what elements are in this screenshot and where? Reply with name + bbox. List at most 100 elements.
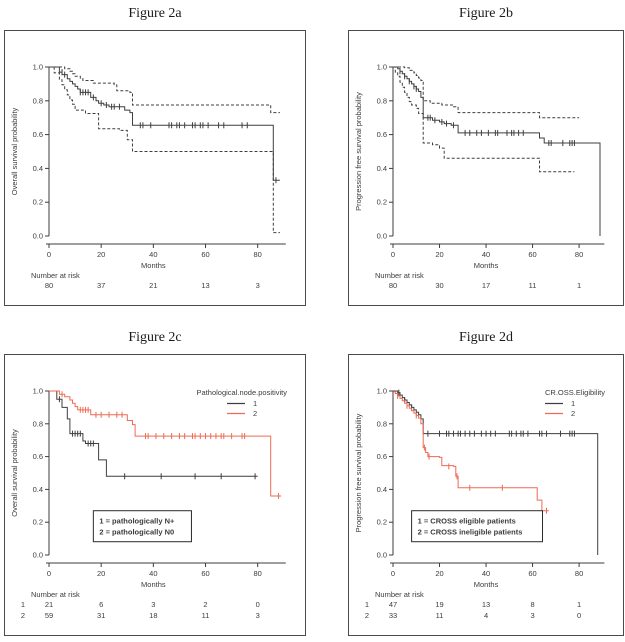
svg-text:0: 0 [47, 250, 51, 259]
risk-value: 2 [203, 600, 207, 609]
series-group-1-pathologically-n-positive [49, 390, 258, 480]
svg-text:1.0: 1.0 [377, 387, 387, 396]
risk-value: 11 [436, 611, 444, 620]
panel-figure-2d: Figure 2d 0.0 0.2 0.4 0.6 0.8 1.0 Progression … [348, 328, 624, 636]
svg-text:80: 80 [254, 250, 262, 259]
svg-text:20: 20 [435, 569, 443, 578]
y-axis: 0.0 0.2 0.4 0.6 0.8 1.0 [33, 63, 50, 241]
svg-text:0.8: 0.8 [33, 419, 43, 428]
legend-item-label: 1 [571, 399, 575, 408]
svg-text:0.4: 0.4 [377, 164, 387, 173]
svg-text:40: 40 [482, 250, 490, 259]
risk-value: 37 [97, 281, 105, 290]
legend-item-label: 1 [253, 399, 257, 408]
svg-text:0.6: 0.6 [33, 130, 43, 139]
panel-title-2b: Figure 2b [458, 6, 514, 21]
risk-table-label: Number at risk [31, 271, 80, 280]
x-axis-label: Months [474, 261, 499, 270]
risk-table-label: Number at risk [375, 271, 424, 280]
y-axis: 0.0 0.2 0.4 0.6 0.8 1.0 [377, 387, 394, 560]
svg-text:80: 80 [575, 250, 583, 259]
risk-value: 80 [389, 281, 397, 290]
risk-value: 11 [529, 281, 537, 290]
legend-title: Pathological.node.positivity [197, 388, 288, 397]
series-survival-estimate [393, 66, 601, 236]
legend: Pathological.node.positivity 12 [197, 388, 288, 418]
x-axis: 0 20 40 60 80 Months [390, 562, 605, 589]
svg-text:0.8: 0.8 [377, 419, 387, 428]
series-group-1-cross-eligible [393, 389, 599, 555]
panel-figure-2a: Figure 2a 0.0 0.2 0.4 0.6 0.8 1.0 Overall surv… [4, 4, 306, 306]
svg-text:1.0: 1.0 [377, 63, 387, 72]
svg-text:60: 60 [201, 250, 209, 259]
legend-title: CR.OSS.Eligibility [545, 388, 605, 397]
risk-value: 33 [389, 611, 397, 620]
risk-value: 0 [256, 600, 260, 609]
y-axis-label: Progression free survival probability [354, 413, 363, 532]
svg-text:0.4: 0.4 [377, 485, 387, 494]
risk-row-group: 1 [21, 600, 25, 609]
km-chart-2b: 0.0 0.2 0.4 0.6 0.8 1.0 Progression free survi… [354, 63, 605, 290]
risk-value: 3 [530, 611, 534, 620]
risk-value: 3 [256, 611, 260, 620]
x-axis-label: Months [141, 580, 166, 589]
svg-text:40: 40 [149, 569, 157, 578]
series-group-2-cross-ineligible [393, 391, 549, 514]
risk-value: 17 [482, 281, 490, 290]
svg-text:0.4: 0.4 [33, 164, 43, 173]
risk-table-label: Number at risk [31, 590, 80, 599]
y-axis: 0.0 0.2 0.4 0.6 0.8 1.0 [377, 63, 394, 241]
svg-text:80: 80 [575, 569, 583, 578]
svg-text:0.6: 0.6 [377, 452, 387, 461]
risk-value: 1 [577, 600, 581, 609]
legend: CR.OSS.Eligibility 12 [545, 388, 605, 418]
x-axis-label: Months [474, 580, 499, 589]
svg-text:0: 0 [391, 569, 395, 578]
km-chart-2d: 0.0 0.2 0.4 0.6 0.8 1.0 Progression free survi… [354, 387, 605, 621]
x-axis: 0 20 40 60 80 Months [390, 243, 605, 270]
panel-figure-2c: Figure 2c 0.0 0.2 0.4 0.6 0.8 1.0 Overall surv… [4, 328, 306, 636]
panel-title-2c: Figure 2c [128, 330, 182, 345]
y-axis: 0.0 0.2 0.4 0.6 0.8 1.0 [33, 387, 50, 560]
svg-text:0.2: 0.2 [33, 198, 43, 207]
note-box: 1 = CROSS eligible patients 2 = CROSS ine… [411, 510, 544, 543]
svg-text:40: 40 [149, 250, 157, 259]
chart-frame-2b: 0.0 0.2 0.4 0.6 0.8 1.0 Progression free survi… [348, 30, 624, 306]
risk-value: 4 [484, 611, 488, 620]
risk-table: Number at risk 1 21 6 3 2 0 2 59 31 18 11 3 [21, 590, 260, 620]
series-upper-95-ci [393, 66, 580, 119]
series-upper-95-ci [49, 66, 280, 114]
risk-value: 80 [45, 281, 53, 290]
note-line: 2 = CROSS ineligible patients [418, 528, 523, 537]
risk-value: 18 [149, 611, 157, 620]
risk-value: 21 [45, 600, 53, 609]
risk-value: 6 [99, 600, 103, 609]
svg-text:60: 60 [528, 569, 536, 578]
risk-value: 19 [435, 600, 443, 609]
svg-text:0.0: 0.0 [33, 551, 43, 560]
risk-table: Number at risk 1 47 19 13 8 1 2 33 11 4 3 0 [365, 590, 581, 620]
series-survival-estimate [49, 66, 280, 184]
svg-text:60: 60 [201, 569, 209, 578]
svg-text:0.2: 0.2 [33, 518, 43, 527]
svg-text:60: 60 [528, 250, 536, 259]
svg-text:0.2: 0.2 [377, 518, 387, 527]
svg-text:20: 20 [435, 250, 443, 259]
legend-item-label: 2 [571, 409, 575, 418]
risk-value: 3 [256, 281, 260, 290]
x-axis: 0 20 40 60 80 Months [46, 562, 286, 589]
panel-title-2d: Figure 2d [458, 330, 514, 345]
chart-frame-2a: 0.0 0.2 0.4 0.6 0.8 1.0 Overall survival proba… [4, 30, 306, 306]
risk-value: 13 [201, 281, 209, 290]
svg-text:0.4: 0.4 [33, 485, 43, 494]
chart-frame-2c: 0.0 0.2 0.4 0.6 0.8 1.0 Overall survival proba… [4, 354, 306, 636]
svg-text:0: 0 [47, 569, 51, 578]
series-lower-95-ci [49, 66, 280, 234]
km-chart-2c: 0.0 0.2 0.4 0.6 0.8 1.0 Overall survival proba… [10, 387, 288, 621]
risk-value: 1 [577, 281, 581, 290]
risk-value: 21 [149, 281, 157, 290]
risk-row-group: 2 [21, 611, 25, 620]
risk-value: 47 [389, 600, 397, 609]
svg-text:0.8: 0.8 [377, 96, 387, 105]
